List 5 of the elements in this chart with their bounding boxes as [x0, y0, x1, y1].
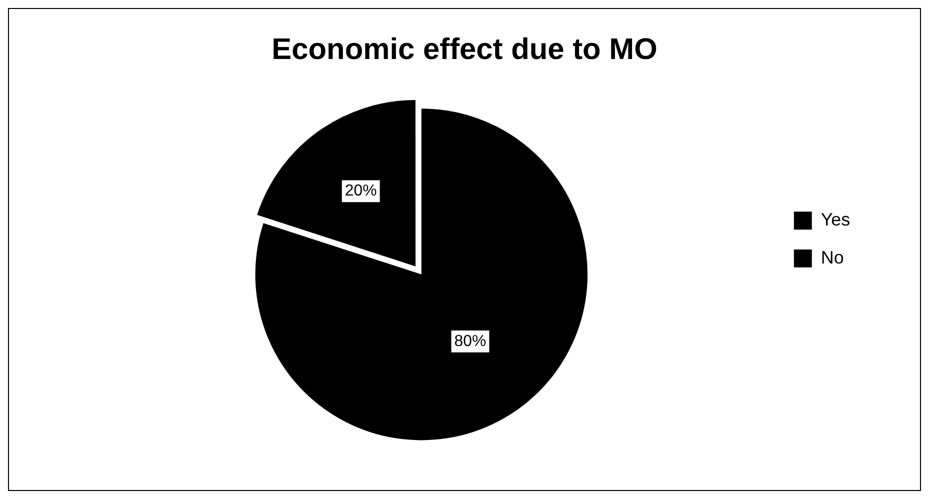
data-label: 20%: [344, 182, 377, 200]
chart-title: Economic effect due to MO: [272, 33, 658, 66]
legend-label: No: [820, 247, 844, 268]
data-label: 80%: [454, 332, 486, 350]
legend-label: Yes: [820, 210, 850, 230]
